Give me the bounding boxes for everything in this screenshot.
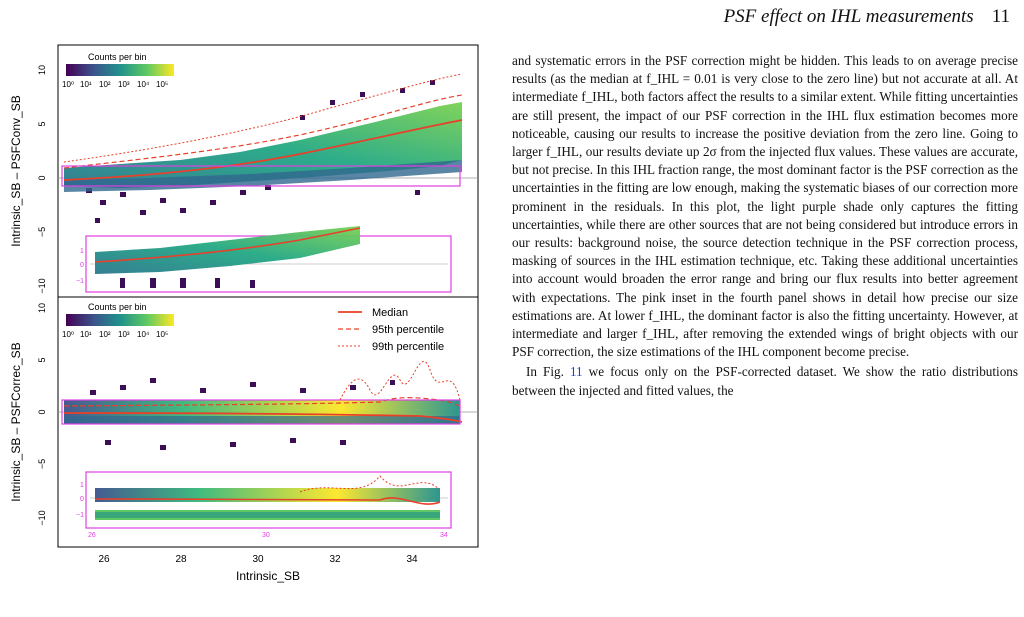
top-inset-ytick-neg1: −1 <box>76 278 84 285</box>
top-ytick: 10 <box>37 65 47 75</box>
top-cb-tick: 10³ <box>118 80 130 89</box>
bottom-ylabel: Intrinsic_SB – PSFCorrec_SB <box>9 342 23 501</box>
xlabel: Intrinsic_SB <box>236 569 300 583</box>
top-panel: 1 0 −1 26 30 34 Counts per bin 10⁰ 10¹ 1… <box>9 44 479 304</box>
paragraph-2: In Fig. 11 we focus only on the PSF-corr… <box>512 363 1018 399</box>
bottom-inset-ytick-neg1: −1 <box>76 512 84 519</box>
x-axis: 26 28 30 32 34 Intrinsic_SB <box>98 554 418 583</box>
bottom-cb-tick: 10¹ <box>80 330 92 339</box>
top-cb-tick: 10¹ <box>80 80 92 89</box>
bottom-outliers <box>90 378 395 450</box>
bottom-ytick: 0 <box>37 409 47 414</box>
figure-ref-link[interactable]: 11 <box>569 364 583 380</box>
xtick: 34 <box>406 554 418 565</box>
xtick: 28 <box>175 554 187 565</box>
top-colorbar: Counts per bin 10⁰ 10¹ 10² 10³ 10⁴ 10⁵ <box>62 52 174 89</box>
top-cb-tick: 10² <box>99 80 111 89</box>
paragraph-2-suffix: we focus only on the PSF-corrected datas… <box>512 364 1019 398</box>
top-ytick: −10 <box>37 278 47 293</box>
bottom-yticks: 10 5 0 −5 −10 <box>37 303 47 526</box>
top-cb-tick: 10⁰ <box>62 80 74 89</box>
top-cb-tick: 10⁵ <box>156 80 168 89</box>
bottom-inset-xtick-26: 26 <box>88 532 96 539</box>
xtick: 26 <box>98 554 110 565</box>
bottom-inset-ytick-1: 1 <box>80 482 84 489</box>
bottom-cb-tick: 10⁴ <box>137 330 150 339</box>
top-ytick: 0 <box>37 175 47 180</box>
top-ytick: −5 <box>37 227 47 237</box>
top-median-line <box>63 119 463 181</box>
bottom-colorbar: Counts per bin 10⁰ 10¹ 10² 10³ 10⁴ 10⁵ <box>62 302 174 339</box>
bottom-95-percentile <box>63 397 463 409</box>
bottom-panel: 1 0 −1 26 30 34 Counts per bin 10⁰ 10¹ 1… <box>9 296 479 548</box>
xtick: 32 <box>329 554 341 565</box>
bottom-inset-ytick-0: 0 <box>80 496 84 503</box>
top-ytick: 5 <box>37 121 47 126</box>
top-cb-tick: 10⁴ <box>137 80 150 89</box>
figure-hexbin-residuals: 1 0 −1 26 30 34 Counts per bin 10⁰ 10¹ 1… <box>0 40 500 612</box>
bottom-colorbar-title: Counts per bin <box>88 302 147 312</box>
top-99-percentile <box>63 73 463 163</box>
bottom-inset: 1 0 −1 26 30 34 <box>76 471 452 539</box>
bottom-99-percentile <box>339 361 461 401</box>
top-colorbar-title: Counts per bin <box>88 52 147 62</box>
paragraph-2-prefix: In Fig. <box>526 364 564 380</box>
top-ylabel: Intrinsic_SB – PSFConv_SB <box>9 95 23 246</box>
bottom-ytick: −5 <box>37 459 47 469</box>
bottom-median-line <box>63 412 463 423</box>
page-number: 11 <box>991 6 1010 27</box>
bottom-inset-xtick-30: 30 <box>262 532 270 539</box>
bottom-cb-tick: 10³ <box>118 330 130 339</box>
bottom-cb-tick: 10² <box>99 330 111 339</box>
legend-median: Median <box>372 307 408 319</box>
top-inset-ytick-0: 0 <box>80 262 84 269</box>
top-inset-ytick-1: 1 <box>80 248 84 255</box>
running-title: PSF effect on IHL measurements <box>723 6 974 27</box>
page-header: PSF effect on IHL measurements 11 <box>610 6 1010 28</box>
bottom-ytick: 5 <box>37 357 47 362</box>
bottom-ytick: −10 <box>37 510 47 525</box>
body-text-column: and systematic errors in the PSF correct… <box>512 52 1018 400</box>
top-95-percentile <box>63 94 463 169</box>
paragraph-1: and systematic errors in the PSF correct… <box>512 53 1018 360</box>
legend-99: 99th percentile <box>372 341 444 353</box>
bottom-cb-tick: 10⁰ <box>62 330 74 339</box>
top-yticks: 10 5 0 −5 −10 <box>37 65 47 294</box>
legend: Median 95th percentile 99th percentile <box>338 307 444 353</box>
xtick: 30 <box>252 554 264 565</box>
bottom-cb-tick: 10⁵ <box>156 330 168 339</box>
legend-95: 95th percentile <box>372 324 444 336</box>
bottom-inset-xtick-34: 34 <box>440 532 448 539</box>
bottom-ytick: 10 <box>37 303 47 313</box>
top-inset: 1 0 −1 26 30 34 <box>76 226 452 304</box>
